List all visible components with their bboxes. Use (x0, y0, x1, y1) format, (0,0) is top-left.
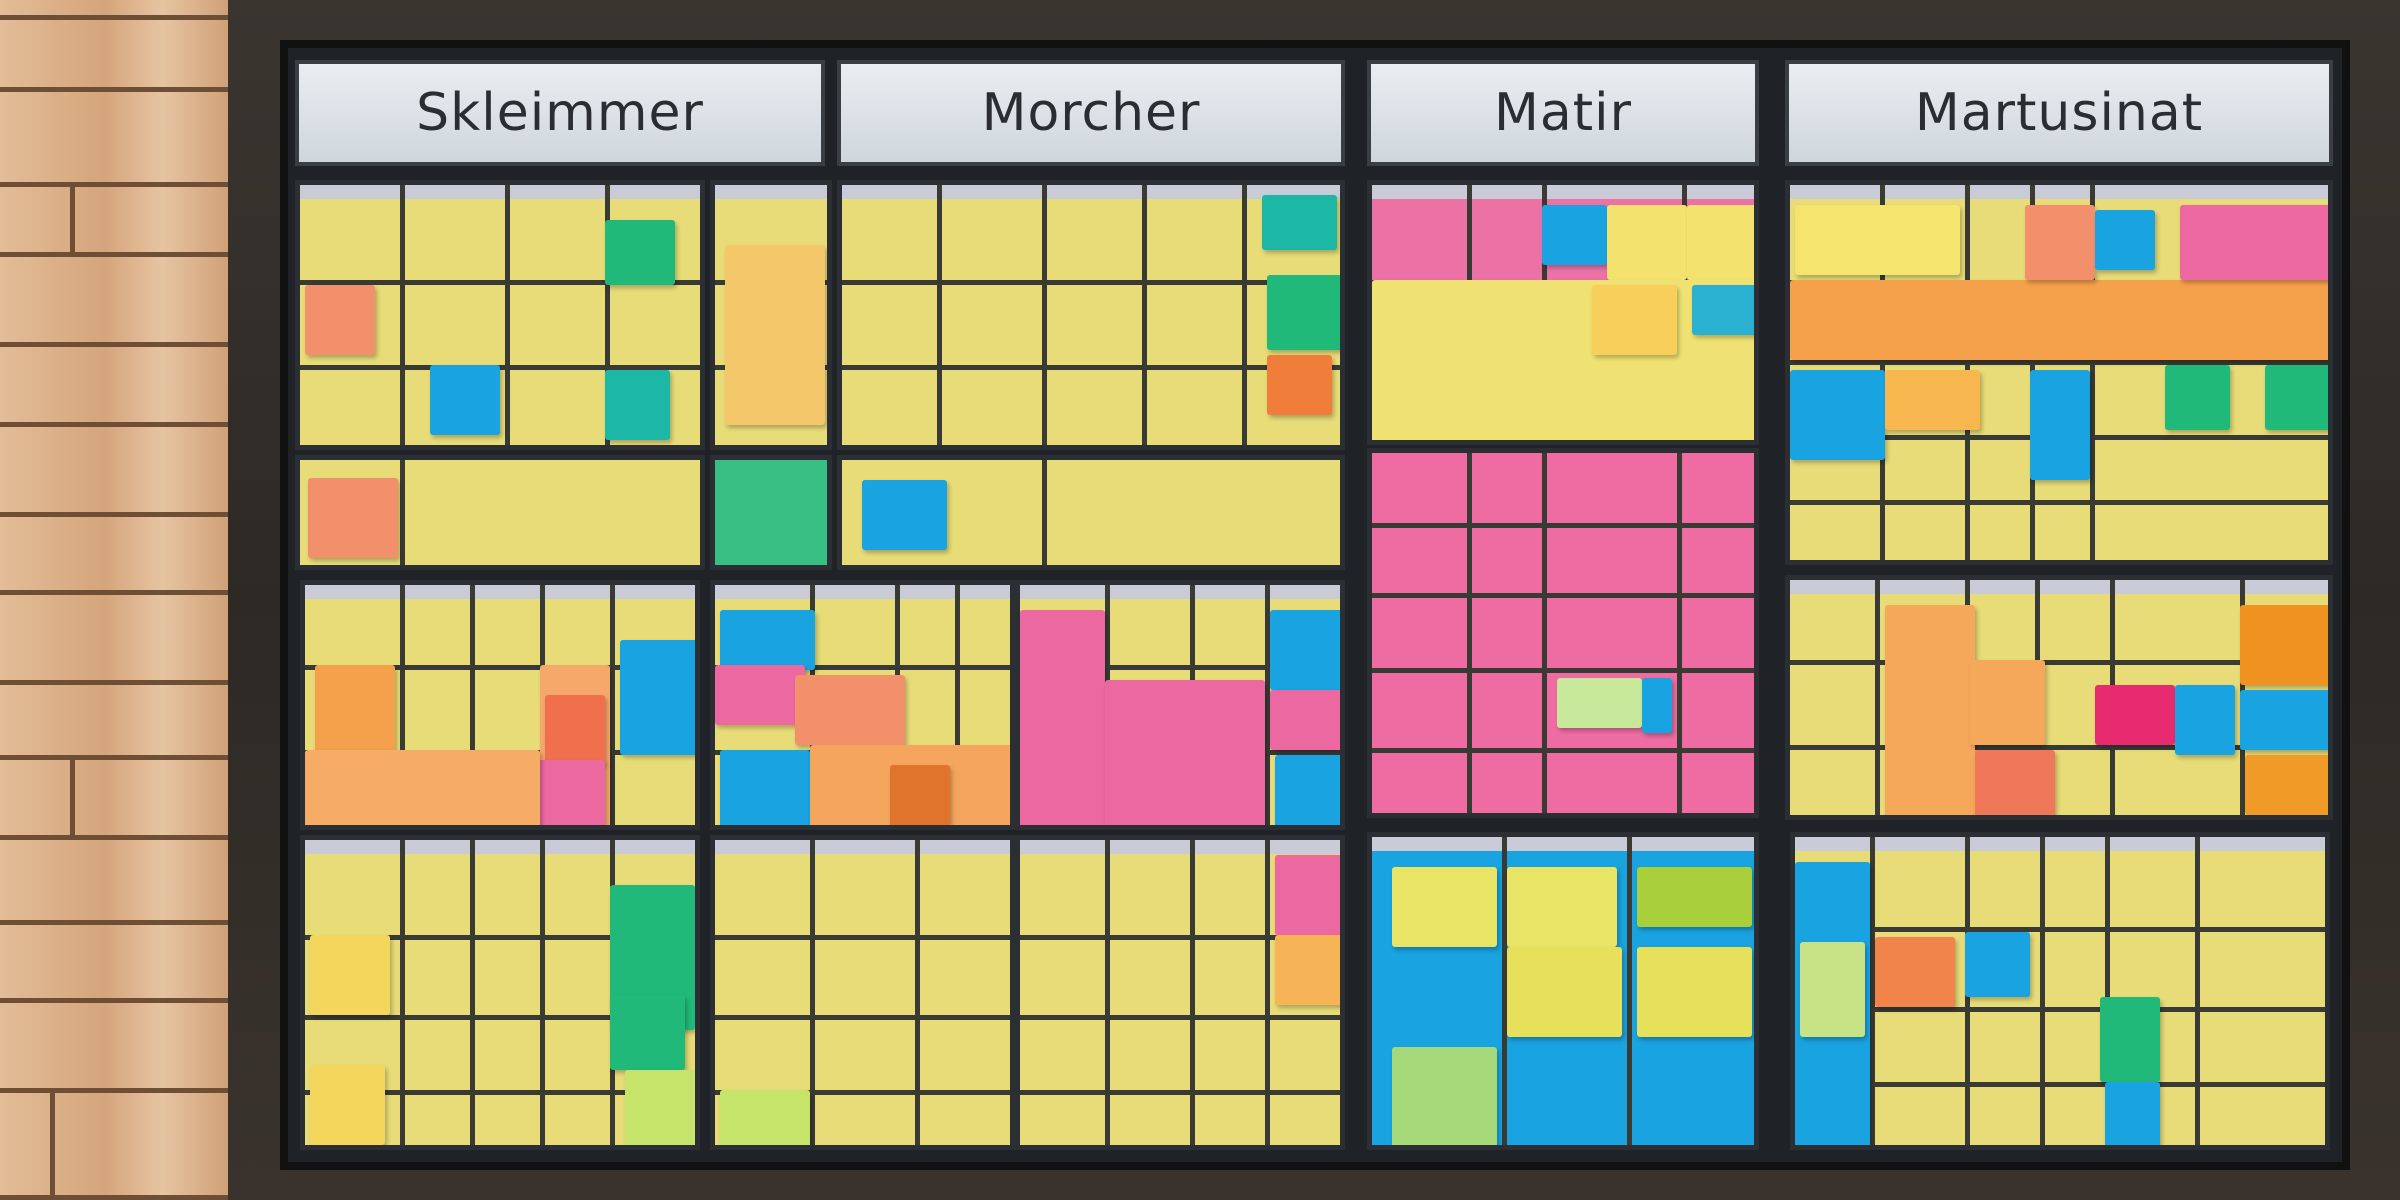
grid-panel (710, 455, 832, 570)
sticky-note (1270, 690, 1340, 750)
sticky-note (862, 480, 947, 550)
sticky-note (2100, 997, 2160, 1082)
column-header-label: Matir (1494, 83, 1632, 143)
sticky-note (1275, 755, 1340, 825)
sticky-note (1542, 205, 1607, 265)
sticky-note (2240, 605, 2328, 685)
sticky-note (1875, 937, 1955, 1007)
sticky-note (720, 750, 810, 825)
sticky-note (1795, 205, 1960, 275)
sticky-note (1557, 678, 1642, 728)
sticky-note (2165, 365, 2230, 430)
grid-panel (837, 455, 1345, 570)
sticky-note (1975, 750, 2055, 815)
sticky-note (1392, 867, 1497, 947)
grid-panel (710, 580, 1015, 830)
sticky-note (1637, 867, 1752, 927)
grid-panel (295, 180, 705, 450)
sticky-note (305, 285, 375, 355)
sticky-note (1800, 942, 1865, 1037)
column-header-3: Matir (1367, 60, 1759, 166)
sticky-note (430, 365, 500, 435)
sticky-note (795, 675, 905, 745)
sticky-note (625, 1070, 695, 1145)
sticky-note (1885, 605, 1975, 815)
sticky-note (720, 1090, 810, 1145)
sticky-note (1970, 660, 2045, 745)
sticky-note (2175, 685, 2235, 755)
sticky-note (1692, 285, 1754, 335)
sticky-note (1790, 370, 1885, 460)
sticky-note (1275, 935, 1340, 1005)
grid-panel (1015, 835, 1345, 1150)
sticky-note (2180, 205, 2328, 280)
sticky-note (1262, 195, 1337, 250)
sticky-note (620, 640, 695, 755)
sticky-note (1267, 355, 1332, 415)
sticky-note (1372, 280, 1754, 440)
column-header-label: Skleimmer (416, 83, 704, 143)
grid-panel (1015, 580, 1345, 830)
sticky-note (1105, 680, 1265, 825)
grid-panel (1790, 832, 2330, 1150)
grid-panel (1367, 832, 1759, 1150)
sticky-note (1592, 285, 1677, 355)
sticky-note (2105, 1082, 2160, 1145)
sticky-note (1642, 678, 1672, 733)
sticky-note (1885, 370, 1980, 430)
sticky-note (1965, 932, 2030, 997)
column-header-label: Martusinat (1914, 83, 2204, 143)
sticky-note (1267, 275, 1340, 350)
sticky-note (308, 478, 398, 558)
sticky-note (2245, 755, 2328, 815)
grid-panel (1367, 448, 1759, 818)
sticky-note (2025, 205, 2095, 280)
sticky-note (535, 760, 605, 825)
sticky-note (1392, 1047, 1497, 1145)
sticky-note (310, 935, 390, 1015)
sticky-note (890, 765, 950, 825)
grid-panel (1785, 575, 2333, 820)
column-header-4: Martusinat (1785, 60, 2333, 166)
sticky-note (2265, 365, 2328, 430)
sticky-note (1507, 947, 1622, 1037)
sticky-note (1270, 610, 1340, 690)
sticky-note (610, 995, 685, 1070)
grid-panel (1367, 180, 1759, 445)
sticky-note (1637, 947, 1752, 1037)
column-header-label: Morcher (981, 83, 1201, 143)
sticky-note (2030, 370, 2090, 480)
sticky-note (2095, 685, 2175, 745)
sticky-note (715, 665, 805, 725)
sticky-note (310, 1065, 385, 1145)
sticky-note (725, 245, 825, 425)
sticky-note (2240, 690, 2328, 750)
grid-panel (300, 580, 700, 830)
wooden-wall (0, 0, 232, 1200)
grid-panel (295, 455, 705, 570)
sticky-note (545, 695, 605, 765)
sticky-note (1507, 867, 1617, 947)
sticky-note (1020, 610, 1105, 825)
sticky-note (605, 220, 675, 285)
grid-panel (710, 180, 832, 450)
sticky-note (305, 750, 540, 825)
grid-panel (837, 180, 1345, 450)
grid-panel (300, 835, 700, 1150)
sticky-note (2095, 210, 2155, 270)
sticky-note (315, 665, 395, 755)
column-header-2: Morcher (837, 60, 1345, 166)
sticky-note (1607, 205, 1687, 280)
sticky-note (1275, 855, 1340, 935)
sticky-note (720, 610, 815, 670)
sticky-note (1790, 280, 2328, 360)
sticky-note (1687, 205, 1754, 280)
column-header-1: Skleimmer (295, 60, 825, 166)
grid-panel (1785, 180, 2333, 565)
sticky-note (605, 370, 670, 440)
grid-panel (710, 835, 1015, 1150)
